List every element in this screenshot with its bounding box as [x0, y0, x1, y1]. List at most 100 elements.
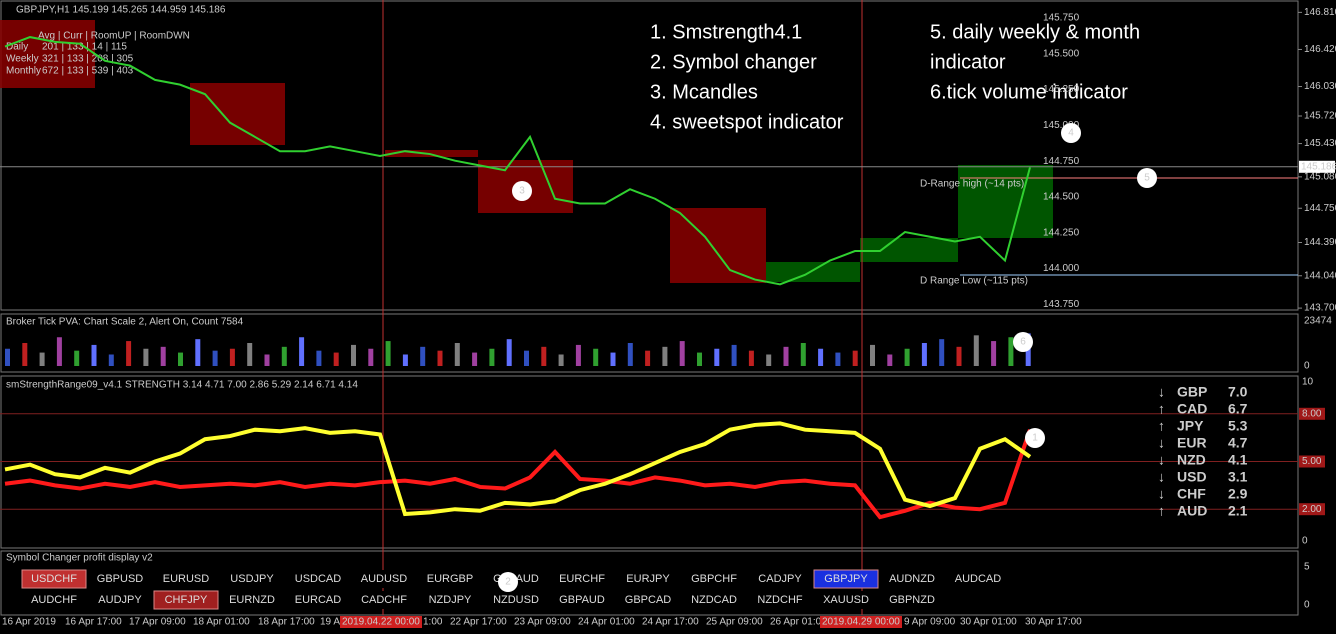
symbol-button[interactable] [21, 569, 87, 589]
symbol-button[interactable] [550, 570, 614, 588]
symbol-button[interactable] [682, 591, 746, 609]
volume-bar [437, 350, 443, 366]
volume-bar [143, 348, 149, 366]
symbol-button[interactable] [484, 591, 548, 609]
volume-bar [178, 352, 183, 366]
marker-label: 5 [1144, 173, 1150, 184]
volume-bar [870, 344, 875, 366]
current-price-label: 145.186 [1301, 161, 1336, 172]
symbol-button[interactable] [616, 570, 680, 588]
symbol-button-label[interactable]: NZDUSD [493, 594, 539, 606]
symbol-button-label[interactable]: XAUUSD [823, 594, 869, 606]
time-label: 2019.04.29 00:00 [822, 617, 900, 628]
time-label: 30 Apr 01:00 [960, 617, 1017, 628]
legend-name: CHF [1177, 486, 1206, 502]
symbol-button[interactable] [418, 570, 482, 588]
symbol-button-label[interactable]: EURNZD [229, 594, 275, 606]
legend-name: USD [1177, 469, 1207, 485]
volume-bar [333, 352, 339, 366]
volume-bar [921, 342, 927, 366]
symbol-button-label[interactable]: EURCHF [559, 573, 605, 585]
volume-bar [454, 342, 460, 366]
range-high-label: D-Range high (~14 pts) [920, 179, 1024, 190]
symbol-button[interactable] [748, 591, 812, 609]
annotation: 3. Mcandles [650, 81, 758, 103]
symbol-button[interactable] [220, 570, 284, 588]
symbol-button-label[interactable]: AUDCHF [31, 594, 77, 606]
y-label: 5 [1304, 562, 1310, 573]
time-highlight [820, 616, 902, 628]
marker-label: 2 [505, 577, 511, 588]
volume-bar [627, 342, 633, 366]
y-label: 0 [1304, 600, 1310, 611]
marker [512, 181, 532, 201]
time-label: 24 Apr 17:00 [642, 617, 699, 628]
volume-bar [1008, 337, 1014, 366]
symbol-button-label[interactable]: AUDUSD [361, 573, 408, 585]
volume-bar [714, 348, 720, 366]
symbol-button[interactable] [946, 570, 1010, 588]
symbol-button-label[interactable]: AUDJPY [98, 594, 142, 606]
symbol-button-label[interactable]: AUDNZD [889, 573, 935, 585]
legend-arrow: ↓ [1158, 486, 1165, 502]
time-label: 24 Apr 01:00 [578, 617, 635, 628]
symbol-button[interactable] [418, 591, 482, 609]
symbol-button-label[interactable]: EURUSD [163, 573, 210, 585]
legend-value: 4.1 [1228, 452, 1248, 468]
symbol-button[interactable] [88, 591, 152, 609]
legend-arrow: ↓ [1158, 452, 1165, 468]
symbol-button[interactable] [154, 570, 218, 588]
volume-bar [956, 346, 962, 366]
symbol-button-label[interactable]: NZDJPY [429, 594, 472, 606]
symbol-button[interactable] [286, 591, 350, 609]
strength-tick-label: 10 [1302, 377, 1314, 388]
symbol-button-label[interactable]: USDCHF [31, 573, 77, 585]
symbol-button[interactable] [286, 570, 350, 588]
price-tick-label: 144.040 [1304, 270, 1336, 281]
volume-tick-label: 0 [1304, 361, 1310, 372]
symbol-button[interactable] [88, 570, 152, 588]
symbol-button-label[interactable]: USDJPY [230, 573, 274, 585]
symbol-button[interactable] [550, 591, 614, 609]
symbol-button-label[interactable]: CHFJPY [165, 594, 208, 606]
volume-bar [91, 344, 97, 366]
symbol-button[interactable] [616, 591, 680, 609]
symbol-button-label[interactable]: GBPUSD [97, 573, 144, 585]
symbol-button[interactable] [22, 591, 86, 609]
symbol-button-label[interactable]: EURGBP [427, 573, 473, 585]
marker [1013, 332, 1033, 352]
volume-bar [610, 352, 616, 366]
symbol-button-label[interactable]: GBPNZD [889, 594, 935, 606]
symbol-button-label[interactable]: GBPCHF [691, 573, 737, 585]
symbol-button-label[interactable]: GBPCAD [625, 594, 672, 606]
symbol-button[interactable] [153, 590, 219, 610]
symbol-button[interactable] [880, 591, 944, 609]
symbol-button-label[interactable]: EURCAD [295, 594, 342, 606]
symbol-button-label[interactable]: EURJPY [626, 573, 670, 585]
annotation: 6.tick volume indicator [930, 81, 1128, 103]
symbol-button[interactable] [814, 591, 878, 609]
symbol-button-label[interactable]: GBPAUD [559, 594, 605, 606]
symbol-button-label[interactable]: CADJPY [758, 573, 802, 585]
symbol-button-label[interactable]: CADCHF [361, 594, 407, 606]
tick-box [1299, 503, 1325, 516]
symbol-button-label[interactable]: USDCAD [295, 573, 342, 585]
volume-bar [264, 354, 270, 366]
symbol-button[interactable] [352, 591, 416, 609]
symbol-button[interactable] [813, 569, 879, 589]
symbol-button[interactable] [220, 591, 284, 609]
symbol-button[interactable] [748, 570, 812, 588]
time-highlight [340, 616, 422, 628]
volume-bar [524, 350, 529, 366]
volume-bar [420, 346, 426, 366]
symbol-button-label[interactable]: NZDCAD [691, 594, 737, 606]
symbol-button[interactable] [352, 570, 416, 588]
symbol-button-label[interactable]: AUDCAD [955, 573, 1002, 585]
sweetspot-label: 144.750 [1043, 156, 1080, 167]
volume-bar [852, 350, 858, 366]
symbol-button-label[interactable]: GBPJPY [824, 573, 868, 585]
symbol-button[interactable] [682, 570, 746, 588]
symbol-button-label[interactable]: NZDCHF [757, 594, 802, 606]
volume-bar [593, 348, 599, 366]
symbol-button[interactable] [880, 570, 944, 588]
